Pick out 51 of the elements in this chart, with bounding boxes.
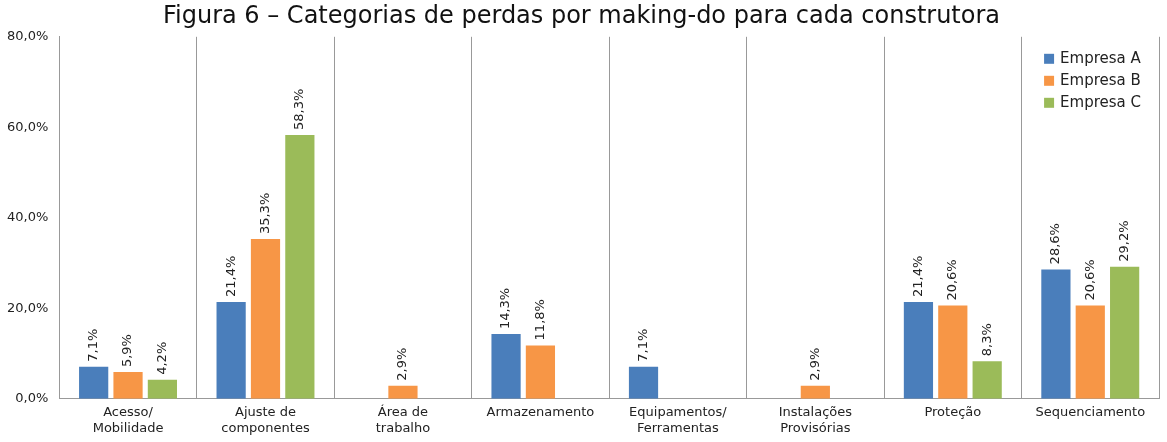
- y-tick-label: 80,0%: [6, 28, 49, 44]
- data-label: 2,9%: [806, 347, 822, 381]
- bar: [285, 134, 315, 399]
- bar: [1041, 269, 1071, 399]
- legend-label: Empresa C: [1060, 92, 1142, 111]
- x-tick-label: Ajuste de componentes: [221, 403, 310, 435]
- x-tick-label: Proteção: [924, 403, 982, 419]
- data-label: 8,3%: [978, 323, 994, 357]
- data-label: 4,2%: [153, 341, 169, 375]
- bar: [79, 366, 109, 399]
- x-tick-label: Armazenamento: [486, 403, 595, 419]
- legend-label: Empresa A: [1060, 48, 1142, 67]
- data-label: 58,3%: [291, 88, 307, 130]
- data-label: 20,6%: [944, 259, 960, 301]
- x-tick-label: Instalações Provisórias: [778, 403, 853, 435]
- y-tick-label: 0,0%: [15, 390, 49, 406]
- data-label: 14,3%: [497, 287, 513, 330]
- data-label: 28,6%: [1047, 223, 1063, 265]
- bar: [113, 372, 143, 399]
- bar: [972, 361, 1002, 399]
- y-tick-label: 40,0%: [6, 209, 49, 225]
- data-label: 21,4%: [222, 255, 238, 297]
- data-label: 20,6%: [1081, 259, 1097, 301]
- data-label: 11,8%: [531, 299, 547, 341]
- x-tick-label: Área de trabalho: [375, 403, 431, 435]
- data-label: 5,9%: [119, 334, 135, 368]
- y-tick-label: 20,0%: [6, 299, 49, 315]
- bar: [250, 239, 281, 399]
- data-label: 29,2%: [1116, 220, 1132, 262]
- bar: [1075, 305, 1105, 399]
- data-label: 21,4%: [909, 255, 925, 297]
- bar: [388, 385, 418, 399]
- data-label: 7,1%: [634, 328, 650, 362]
- y-tick-label: 60,0%: [6, 118, 49, 134]
- x-tick-label: Equipamentos/ Ferramentas: [629, 403, 728, 435]
- bar: [800, 385, 830, 399]
- x-tick-label: Acesso/ Mobilidade: [92, 403, 164, 435]
- bar: [525, 345, 556, 399]
- bar: [938, 305, 968, 399]
- x-tick-label: Sequenciamento: [1035, 403, 1146, 419]
- bar: [216, 301, 246, 399]
- bar: [1110, 266, 1140, 399]
- bar: [147, 379, 177, 399]
- bar: [491, 334, 521, 399]
- legend-label: Empresa B: [1060, 70, 1141, 89]
- data-label: 2,9%: [394, 347, 410, 381]
- chart-title: Figura 6 – Categorias de perdas por making-do para cada construtora: [162, 0, 1001, 29]
- bar: [628, 366, 659, 399]
- data-label: 7,1%: [85, 328, 101, 362]
- bar: [903, 301, 934, 399]
- data-label: 35,3%: [256, 192, 272, 235]
